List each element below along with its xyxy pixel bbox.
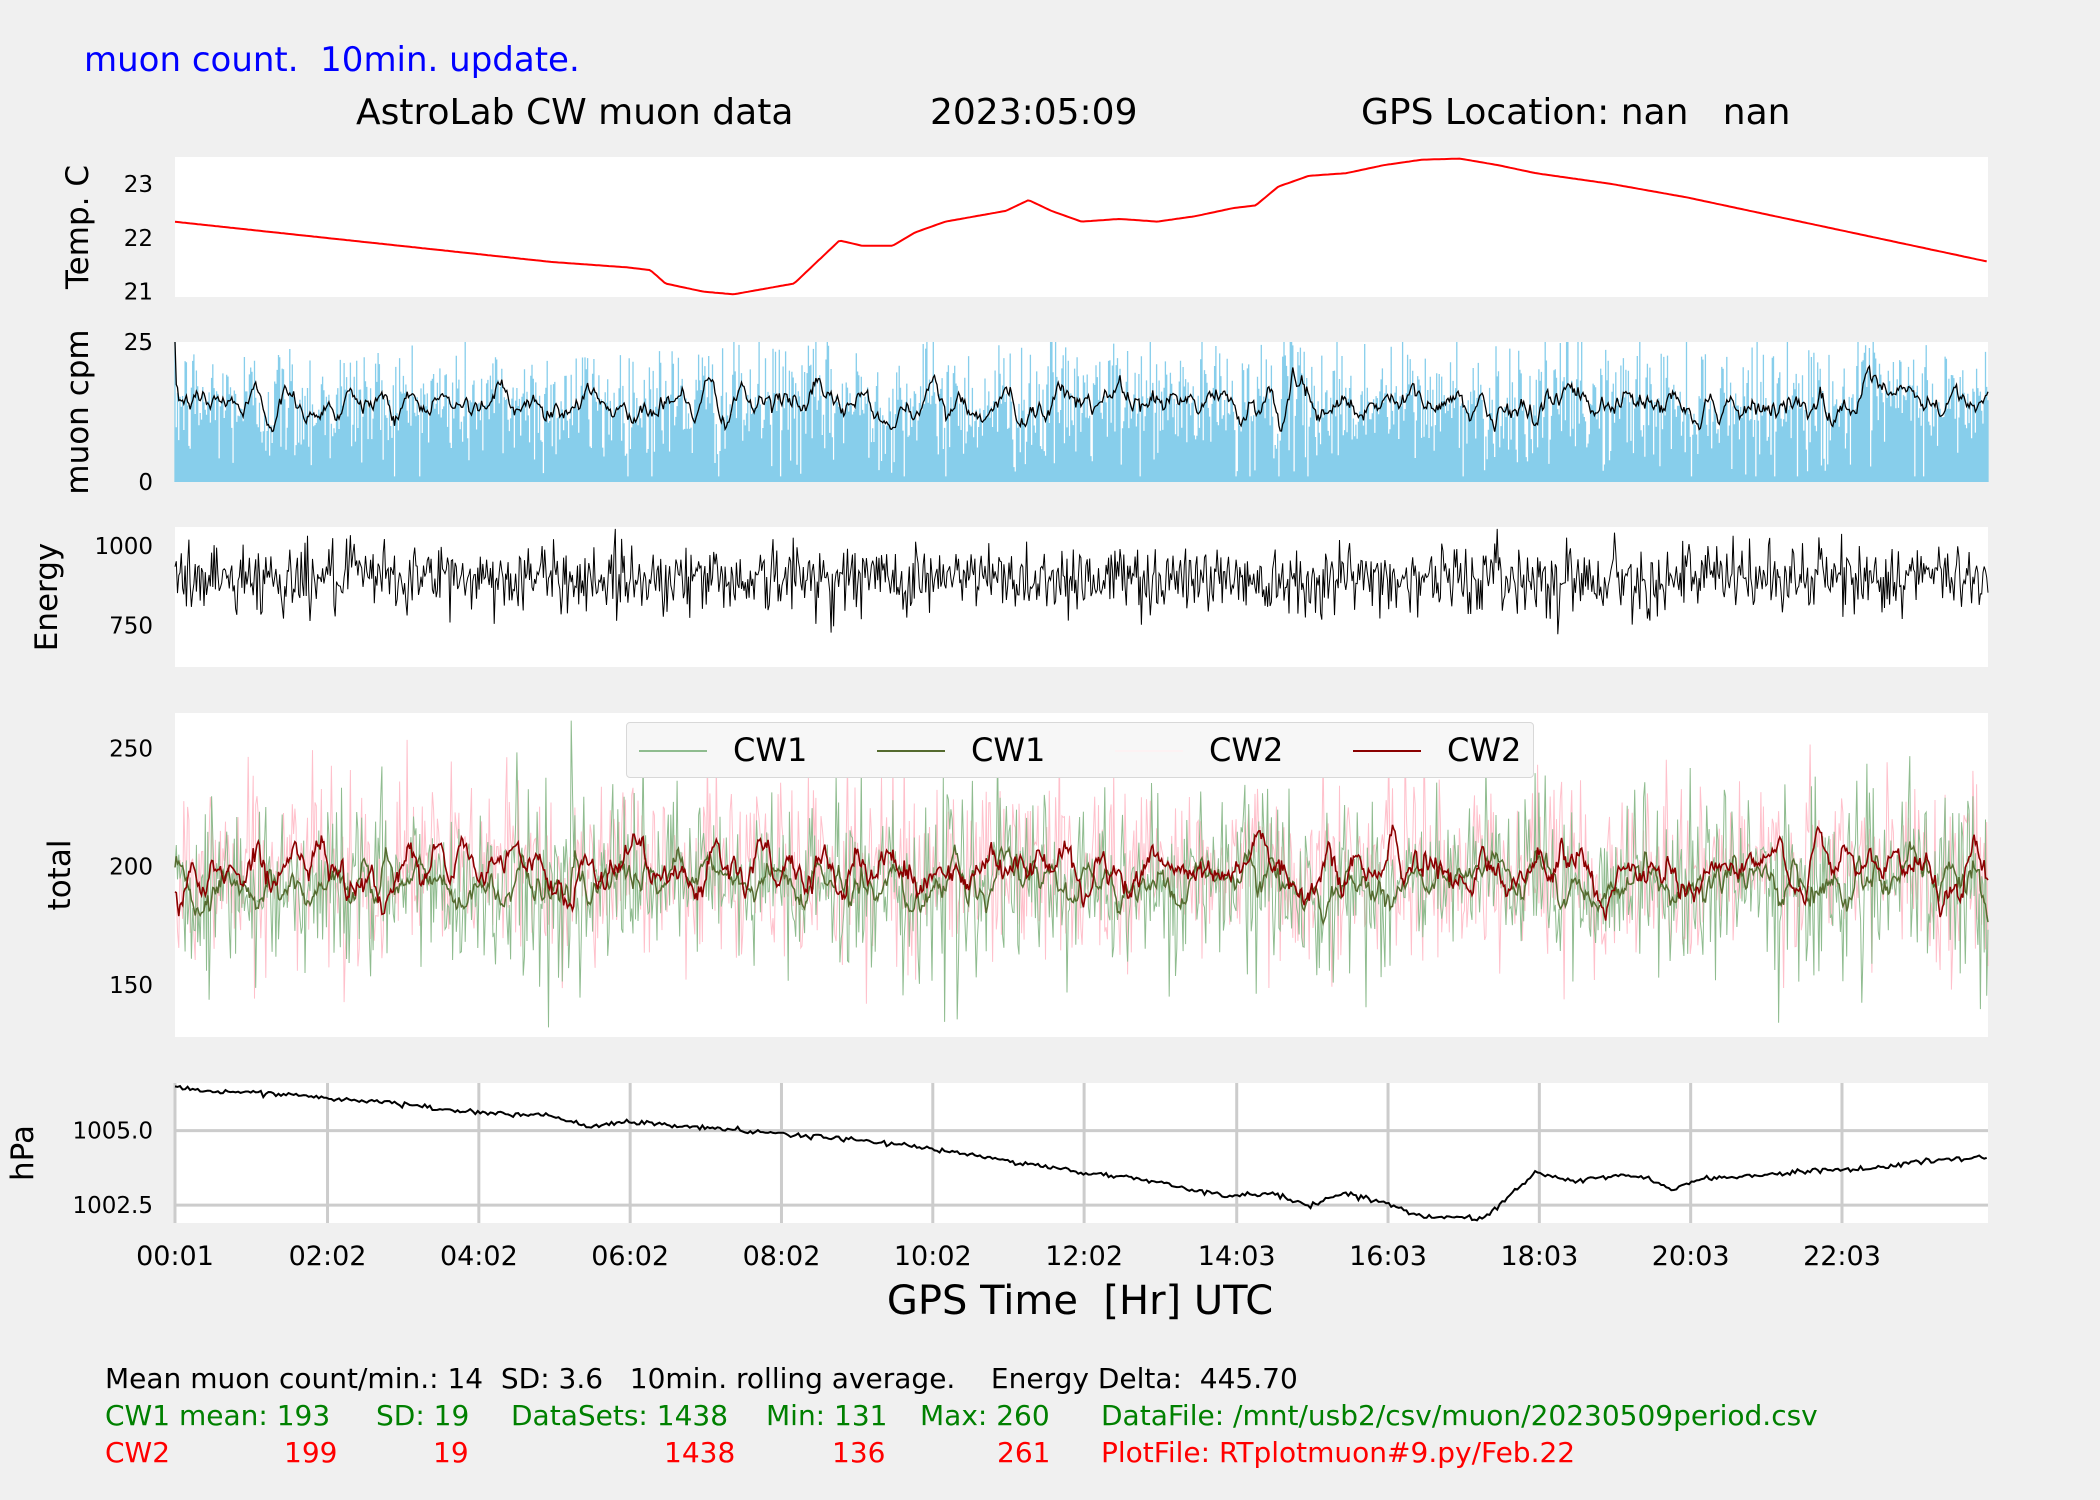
stats-cw1-datafile: DataFile: /mnt/usb2/csv/muon/20230509per…: [1101, 1399, 1818, 1432]
series-cw2-rolling: [174, 824, 1989, 921]
stats-line-muon: Mean muon count/min.: 14 SD: 3.6 10min. …: [105, 1362, 1298, 1395]
ytick-label-total-2: 250: [109, 736, 153, 762]
panel-temp: 21 22 23 Temp. C: [60, 157, 1988, 306]
ytick-label-muon-0: 0: [138, 470, 153, 496]
stats-cw2-plotfile: PlotFile: RTplotmuon#9.py/Feb.22: [1101, 1436, 1576, 1469]
chart-subtitle: muon count. 10min. update.: [84, 40, 580, 80]
ytick-label-temp-0: 21: [124, 280, 153, 306]
xtick-label-4: 08:02: [743, 1241, 821, 1272]
stats-cw2-label: CW2: [105, 1436, 171, 1469]
stats-cw2-mean: 199: [284, 1436, 338, 1469]
ytick-label-pressure-0: 1002.5: [73, 1193, 153, 1219]
legend-swatch-cw1-rolling: [877, 750, 945, 752]
ytick-label-energy-0: 750: [109, 614, 153, 640]
y-axis-label-pressure: hPa: [5, 1125, 41, 1181]
stats-cw1-datasets: DataSets: 1438: [511, 1399, 729, 1432]
ytick-label-pressure-1: 1005.0: [73, 1119, 153, 1145]
y-axis-label-temp: Temp. C: [60, 165, 96, 290]
ytick-label-muon-1: 25: [124, 330, 153, 356]
ytick-label-temp-1: 22: [124, 226, 153, 252]
ytick-label-energy-1: 1000: [94, 534, 153, 560]
xtick-label-5: 10:02: [894, 1241, 972, 1272]
xtick-label-6: 12:02: [1045, 1241, 1123, 1272]
chart-date: 2023:05:09: [930, 92, 1138, 133]
xtick-label-9: 18:03: [1500, 1241, 1578, 1272]
legend-swatch-cw2-raw: [1115, 750, 1183, 752]
gps-location: GPS Location: nan nan: [1361, 92, 1791, 133]
series-line-pressure: [174, 1084, 1988, 1222]
stats-cw1-sd: SD: 19: [376, 1399, 470, 1432]
xtick-label-2: 04:02: [440, 1241, 518, 1272]
legend-label-cw1-rolling: CW1: [971, 731, 1046, 769]
y-axis-label-muon: muon cpm: [60, 329, 96, 494]
chart-title: AstroLab CW muon data: [356, 92, 794, 133]
ytick-label-total-0: 150: [109, 973, 153, 999]
xtick-label-10: 20:03: [1652, 1241, 1730, 1272]
legend-swatch-cw1-raw: [639, 750, 707, 752]
stats-cw1-min: Min: 131: [766, 1399, 888, 1432]
panel-energy: 750 1000 Energy: [29, 527, 1989, 667]
stats-cw2-sd: 19: [433, 1436, 469, 1469]
xtick-label-0: 00:01: [136, 1241, 214, 1272]
panel-background-pressure: [175, 1083, 1988, 1223]
muon-rolling-average: [174, 341, 1989, 433]
y-axis-label-total: total: [42, 840, 78, 911]
series-line-temp: [174, 157, 1987, 296]
stats-cw2-datasets: 1438: [664, 1436, 736, 1469]
panel-pressure: 1002.5 1005.0 hPa: [5, 1083, 1988, 1223]
stats-cw1-mean: CW1 mean: 193: [105, 1399, 331, 1432]
muon-bars: [174, 342, 1989, 482]
x-axis-label: GPS Time [Hr] UTC: [886, 1278, 1274, 1324]
legend-swatch-cw2-rolling: [1353, 750, 1421, 752]
series-cw1-raw: [174, 720, 1989, 1028]
legend-label-cw1-raw: CW1: [733, 731, 808, 769]
xtick-label-11: 22:03: [1803, 1241, 1881, 1272]
panel-muon: 0 25 muon cpm: [60, 329, 1989, 496]
xtick-label-7: 14:03: [1198, 1241, 1276, 1272]
stats-cw2-max: 261: [997, 1436, 1051, 1469]
xtick-label-8: 16:03: [1349, 1241, 1427, 1272]
stats-cw2-min: 136: [832, 1436, 886, 1469]
stats-cw1-max: Max: 260: [920, 1399, 1050, 1432]
ytick-label-temp-2: 23: [124, 172, 153, 198]
panel-background-temp: [175, 157, 1988, 297]
energy-line: [174, 528, 1989, 635]
xtick-label-3: 06:02: [591, 1241, 669, 1272]
ytick-label-total-1: 200: [109, 855, 153, 881]
legend-label-cw2-rolling: CW2: [1447, 731, 1522, 769]
series-cw1-rolling: [174, 841, 1989, 927]
legend: CW1 CW1 CW2 CW2: [626, 722, 1534, 778]
legend-label-cw2-raw: CW2: [1209, 731, 1284, 769]
y-axis-label-energy: Energy: [29, 543, 65, 652]
panel-background-energy: [175, 527, 1988, 667]
xtick-label-1: 02:02: [289, 1241, 367, 1272]
